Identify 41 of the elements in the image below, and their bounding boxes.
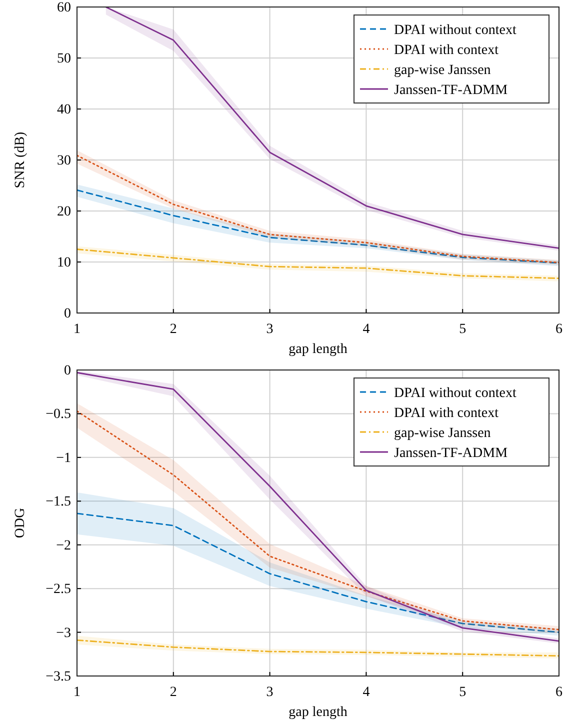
y-tick-label: −1 bbox=[56, 450, 71, 466]
y-tick-label: −3 bbox=[56, 626, 71, 641]
x-tick-label: 3 bbox=[266, 685, 274, 700]
y-axis-title: SNR (dB) bbox=[13, 131, 28, 188]
x-tick-label: 5 bbox=[459, 685, 466, 700]
x-tick-label: 4 bbox=[362, 322, 370, 337]
y-tick-label: 40 bbox=[57, 102, 71, 118]
y-tick-label: 30 bbox=[57, 153, 71, 168]
legend-label: DPAI without context bbox=[394, 23, 516, 38]
y-tick-label: −0.5 bbox=[46, 407, 71, 422]
legend-label: gap-wise Janssen bbox=[394, 426, 491, 441]
x-axis-title: gap length bbox=[288, 705, 348, 720]
y-tick-label: −2 bbox=[56, 538, 71, 554]
y-tick-label: 0 bbox=[64, 306, 71, 322]
line-series bbox=[77, 512, 559, 633]
legend-label: DPAI with context bbox=[394, 406, 499, 421]
line-series bbox=[77, 639, 559, 657]
x-tick-label: 1 bbox=[74, 322, 80, 337]
legend-label: DPAI with context bbox=[394, 43, 499, 58]
x-tick-label: 1 bbox=[74, 685, 80, 700]
legend-label: Janssen-TF-ADMM bbox=[394, 83, 508, 98]
x-tick-label: 3 bbox=[266, 322, 274, 337]
y-tick-label: 50 bbox=[57, 51, 71, 66]
y-tick-label: −1.5 bbox=[46, 494, 71, 510]
x-tick-label: 2 bbox=[170, 685, 177, 700]
legend-label: Janssen-TF-ADMM bbox=[394, 446, 508, 461]
x-tick-label: 5 bbox=[459, 322, 466, 337]
y-tick-label: 60 bbox=[57, 0, 71, 16]
y-tick-label: 10 bbox=[57, 255, 71, 270]
x-tick-label: 2 bbox=[170, 322, 177, 337]
y-tick-label: −2.5 bbox=[46, 582, 71, 598]
y-tick-label: −3.5 bbox=[46, 669, 71, 684]
legend-label: DPAI without context bbox=[394, 386, 516, 401]
y-tick-label: 20 bbox=[57, 204, 71, 220]
y-axis-title: ODG bbox=[13, 508, 28, 538]
x-tick-label: 6 bbox=[556, 685, 562, 700]
y-tick-label: 0 bbox=[64, 363, 71, 378]
x-tick-label: 6 bbox=[556, 322, 562, 337]
legend-label: gap-wise Janssen bbox=[394, 63, 491, 78]
x-tick-label: 4 bbox=[362, 685, 370, 700]
x-axis-title: gap length bbox=[288, 342, 348, 357]
